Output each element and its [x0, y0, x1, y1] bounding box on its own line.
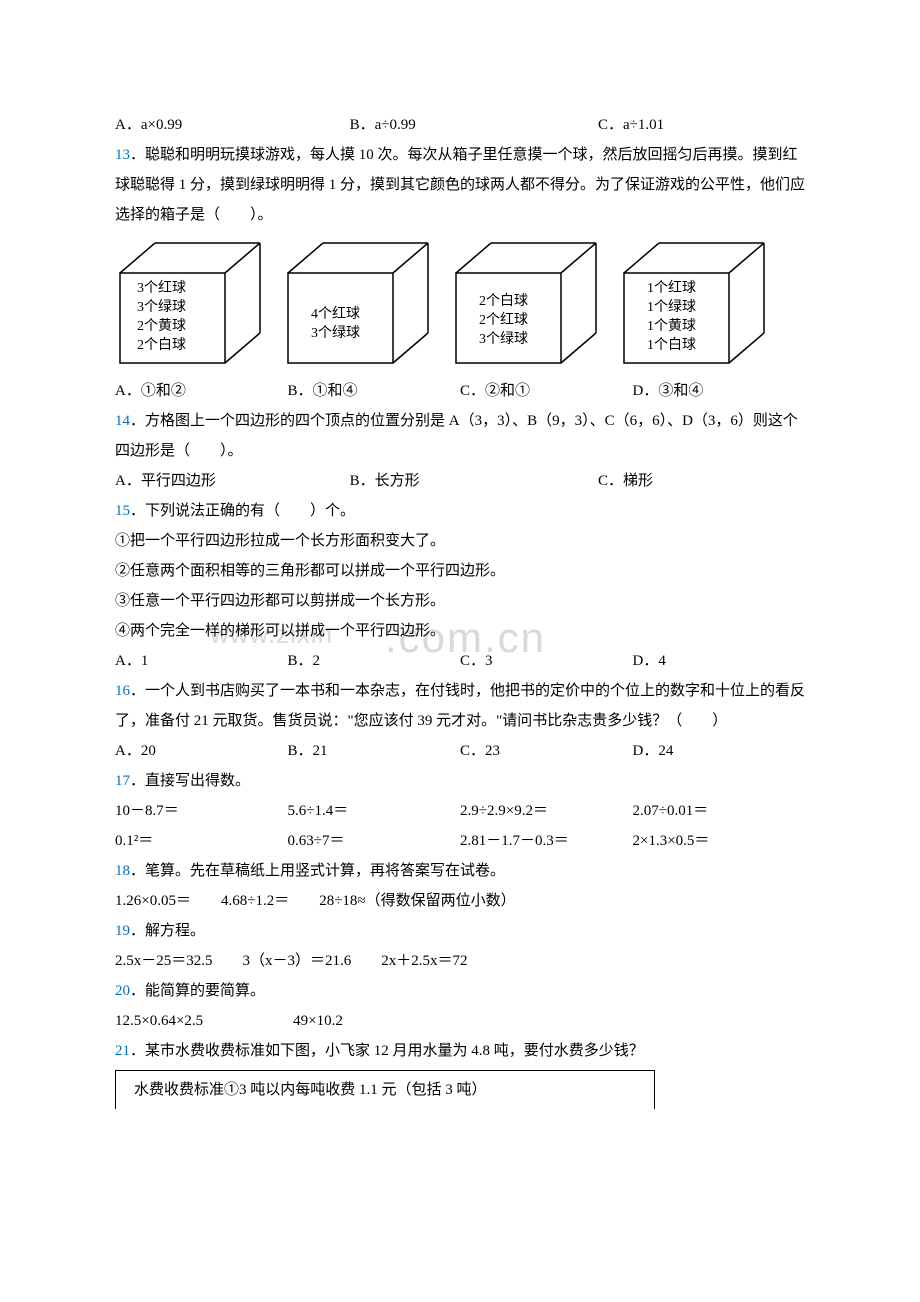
q16-opt-d: D．24 — [633, 736, 806, 766]
q13: 13．聪聪和明明玩摸球游戏，每人摸 10 次。每次从箱子里任意摸一个球，然后放回… — [115, 140, 805, 230]
box1-l4: 2个白球 — [137, 337, 186, 356]
box4-l3: 1个黄球 — [647, 318, 696, 337]
q20-line: 12.5×0.64×2.5 49×10.2 — [115, 1006, 805, 1036]
q12-opt-b: B．a÷0.99 — [350, 110, 598, 140]
q17-row1: 10－8.7＝ 5.6÷1.4＝ 2.9÷2.9×9.2＝ 2.07÷0.01＝ — [115, 796, 805, 826]
q15-opt-d: D．4 — [633, 646, 806, 676]
q19-num: 19 — [115, 923, 130, 939]
box-1: 3个红球 3个绿球 2个黄球 2个白球 — [115, 238, 255, 368]
q19: 19．解方程。 — [115, 916, 805, 946]
q14-opt-a: A．平行四边形 — [115, 466, 350, 496]
q13-boxes: 3个红球 3个绿球 2个黄球 2个白球 4个红球 3个绿球 — [115, 238, 805, 368]
q15-l2: ②任意两个面积相等的三角形都可以拼成一个平行四边形。 — [115, 556, 805, 586]
q16: 16．一个人到书店购买了一本书和一本杂志，在付钱时，他把书的定价中的个位上的数字… — [115, 676, 805, 736]
q15: 15．下列说法正确的有（ ）个。 — [115, 496, 805, 526]
q12-opt-a: A．a×0.99 — [115, 110, 350, 140]
box1-l1: 3个红球 — [137, 280, 186, 299]
q18: 18．笔算。先在草稿纸上用竖式计算，再将答案写在试卷。 — [115, 856, 805, 886]
q19-text: ．解方程。 — [130, 923, 205, 939]
q17-r2-4: 2×1.3×0.5＝ — [633, 826, 806, 856]
q15-opt-b: B．2 — [288, 646, 461, 676]
q17: 17．直接写出得数。 — [115, 766, 805, 796]
box2-l2: 3个绿球 — [311, 325, 360, 344]
q18-text: ．笔算。先在草稿纸上用竖式计算，再将答案写在试卷。 — [130, 863, 505, 879]
q14-opt-c: C．梯形 — [598, 466, 805, 496]
q20-text: ．能简算的要简算。 — [130, 983, 265, 999]
q13-opt-c: C．②和① — [460, 376, 633, 406]
q15-opt-a: A．1 — [115, 646, 288, 676]
q12-opt-c: C．a÷1.01 — [598, 110, 805, 140]
box4-l2: 1个绿球 — [647, 299, 696, 318]
q12-options: A．a×0.99 B．a÷0.99 C．a÷1.01 — [115, 110, 805, 140]
q14-text: ．方格图上一个四边形的四个顶点的位置分别是 A（3，3）、B（9，3）、C（6，… — [115, 413, 798, 459]
box4-l1: 1个红球 — [647, 280, 696, 299]
q21: 21．某市水费收费标准如下图，小飞家 12 月用水量为 4.8 吨，要付水费多少… — [115, 1036, 805, 1066]
q17-r1-2: 5.6÷1.4＝ — [288, 796, 461, 826]
q13-text: ．聪聪和明明玩摸球游戏，每人摸 10 次。每次从箱子里任意摸一个球，然后放回摇匀… — [115, 147, 805, 223]
box4-l4: 1个白球 — [647, 337, 696, 356]
q20: 20．能简算的要简算。 — [115, 976, 805, 1006]
q20-num: 20 — [115, 983, 130, 999]
box3-l3: 3个绿球 — [479, 331, 528, 350]
box1-l2: 3个绿球 — [137, 299, 186, 318]
q17-r1-1: 10－8.7＝ — [115, 796, 288, 826]
q18-num: 18 — [115, 863, 130, 879]
box3-l1: 2个白球 — [479, 293, 528, 312]
q17-row2: 0.1²＝ 0.63÷7＝ 2.81－1.7－0.3＝ 2×1.3×0.5＝ — [115, 826, 805, 856]
q13-num: 13 — [115, 147, 130, 163]
fee-box: 水费收费标准①3 吨以内每吨收费 1.1 元（包括 3 吨） — [115, 1070, 655, 1109]
q17-r2-1: 0.1²＝ — [115, 826, 288, 856]
q15-l3: ③任意一个平行四边形都可以剪拼成一个长方形。 — [115, 586, 805, 616]
q18-line: 1.26×0.05＝ 4.68÷1.2＝ 28÷18≈（得数保留两位小数） — [115, 886, 805, 916]
q17-r1-4: 2.07÷0.01＝ — [633, 796, 806, 826]
q15-options: A．1 B．2 C．3 D．4 — [115, 646, 805, 676]
q17-r1-3: 2.9÷2.9×9.2＝ — [460, 796, 633, 826]
q14: 14．方格图上一个四边形的四个顶点的位置分别是 A（3，3）、B（9，3）、C（… — [115, 406, 805, 466]
q21-text: ．某市水费收费标准如下图，小飞家 12 月用水量为 4.8 吨，要付水费多少钱？ — [130, 1043, 644, 1059]
q15-opt-c: C．3 — [460, 646, 633, 676]
q15-num: 15 — [115, 503, 130, 519]
fee-text: 水费收费标准①3 吨以内每吨收费 1.1 元（包括 3 吨） — [134, 1082, 487, 1098]
q14-num: 14 — [115, 413, 130, 429]
box3-l2: 2个红球 — [479, 312, 528, 331]
q17-r2-3: 2.81－1.7－0.3＝ — [460, 826, 633, 856]
q13-opt-a: A．①和② — [115, 376, 288, 406]
q17-r2-2: 0.63÷7＝ — [288, 826, 461, 856]
q13-opt-b: B．①和④ — [288, 376, 461, 406]
q15-l1: ①把一个平行四边形拉成一个长方形面积变大了。 — [115, 526, 805, 556]
q21-num: 21 — [115, 1043, 130, 1059]
q13-opt-d: D．③和④ — [633, 376, 806, 406]
q16-text: ．一个人到书店购买了一本书和一本杂志，在付钱时，他把书的定价中的个位上的数字和十… — [115, 683, 805, 729]
q16-opt-b: B．21 — [288, 736, 461, 766]
q16-opt-a: A．20 — [115, 736, 288, 766]
q16-options: A．20 B．21 C．23 D．24 — [115, 736, 805, 766]
q16-opt-c: C．23 — [460, 736, 633, 766]
box-2: 4个红球 3个绿球 — [283, 238, 423, 368]
q17-num: 17 — [115, 773, 130, 789]
box2-l1: 4个红球 — [311, 306, 360, 325]
q17-text: ．直接写出得数。 — [130, 773, 250, 789]
q14-opt-b: B．长方形 — [350, 466, 598, 496]
box-3: 2个白球 2个红球 3个绿球 — [451, 238, 591, 368]
q19-line: 2.5x－25＝32.5 3（x－3）＝21.6 2x＋2.5x＝72 — [115, 946, 805, 976]
box-4: 1个红球 1个绿球 1个黄球 1个白球 — [619, 238, 759, 368]
q13-options: A．①和② B．①和④ C．②和① D．③和④ — [115, 376, 805, 406]
q15-l4: ④两个完全一样的梯形可以拼成一个平行四边形。 — [115, 616, 805, 646]
q16-num: 16 — [115, 683, 130, 699]
q14-options: A．平行四边形 B．长方形 C．梯形 — [115, 466, 805, 496]
box1-l3: 2个黄球 — [137, 318, 186, 337]
q15-text: ．下列说法正确的有（ ）个。 — [130, 503, 355, 519]
